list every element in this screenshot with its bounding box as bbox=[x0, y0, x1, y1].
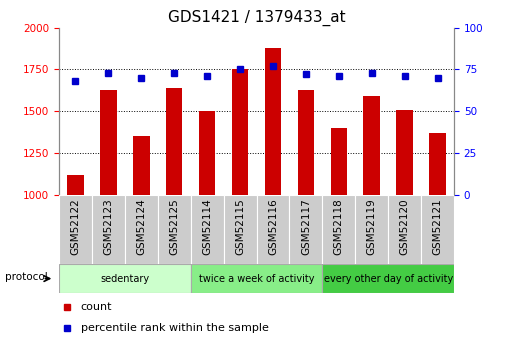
Bar bbox=[59, 195, 92, 264]
Bar bbox=[125, 195, 158, 264]
Text: GSM52119: GSM52119 bbox=[367, 198, 377, 255]
Text: count: count bbox=[81, 302, 112, 312]
Bar bbox=[158, 195, 191, 264]
Bar bbox=[322, 195, 355, 264]
Text: GSM52123: GSM52123 bbox=[104, 198, 113, 255]
Bar bbox=[289, 195, 322, 264]
Bar bbox=[100, 89, 116, 195]
Text: every other day of activity: every other day of activity bbox=[324, 274, 453, 284]
Text: GSM52114: GSM52114 bbox=[202, 198, 212, 255]
Bar bbox=[199, 111, 215, 195]
Text: twice a week of activity: twice a week of activity bbox=[199, 274, 314, 284]
Text: GSM52116: GSM52116 bbox=[268, 198, 278, 255]
Bar bbox=[397, 110, 413, 195]
Bar bbox=[59, 264, 191, 293]
Bar bbox=[355, 195, 388, 264]
Text: GSM52118: GSM52118 bbox=[334, 198, 344, 255]
Bar bbox=[298, 89, 314, 195]
Text: protocol: protocol bbox=[5, 272, 48, 282]
Bar bbox=[265, 48, 281, 195]
Bar bbox=[388, 195, 421, 264]
Text: GSM52125: GSM52125 bbox=[169, 198, 179, 255]
Text: GSM52117: GSM52117 bbox=[301, 198, 311, 255]
Bar bbox=[191, 195, 224, 264]
Bar bbox=[421, 195, 454, 264]
Bar bbox=[67, 175, 84, 195]
Text: GSM52115: GSM52115 bbox=[235, 198, 245, 255]
Bar bbox=[429, 133, 446, 195]
Bar bbox=[166, 88, 183, 195]
Bar bbox=[92, 195, 125, 264]
Text: percentile rank within the sample: percentile rank within the sample bbox=[81, 323, 269, 333]
Bar bbox=[133, 136, 149, 195]
Text: GSM52121: GSM52121 bbox=[432, 198, 443, 255]
Text: GSM52122: GSM52122 bbox=[70, 198, 81, 255]
Bar bbox=[330, 128, 347, 195]
Bar bbox=[224, 195, 256, 264]
Bar bbox=[364, 96, 380, 195]
Text: sedentary: sedentary bbox=[100, 274, 149, 284]
Bar bbox=[232, 69, 248, 195]
Bar bbox=[322, 264, 454, 293]
Bar bbox=[191, 264, 322, 293]
Text: GSM52124: GSM52124 bbox=[136, 198, 146, 255]
Text: GSM52120: GSM52120 bbox=[400, 198, 409, 255]
Bar bbox=[256, 195, 289, 264]
Title: GDS1421 / 1379433_at: GDS1421 / 1379433_at bbox=[168, 10, 345, 26]
